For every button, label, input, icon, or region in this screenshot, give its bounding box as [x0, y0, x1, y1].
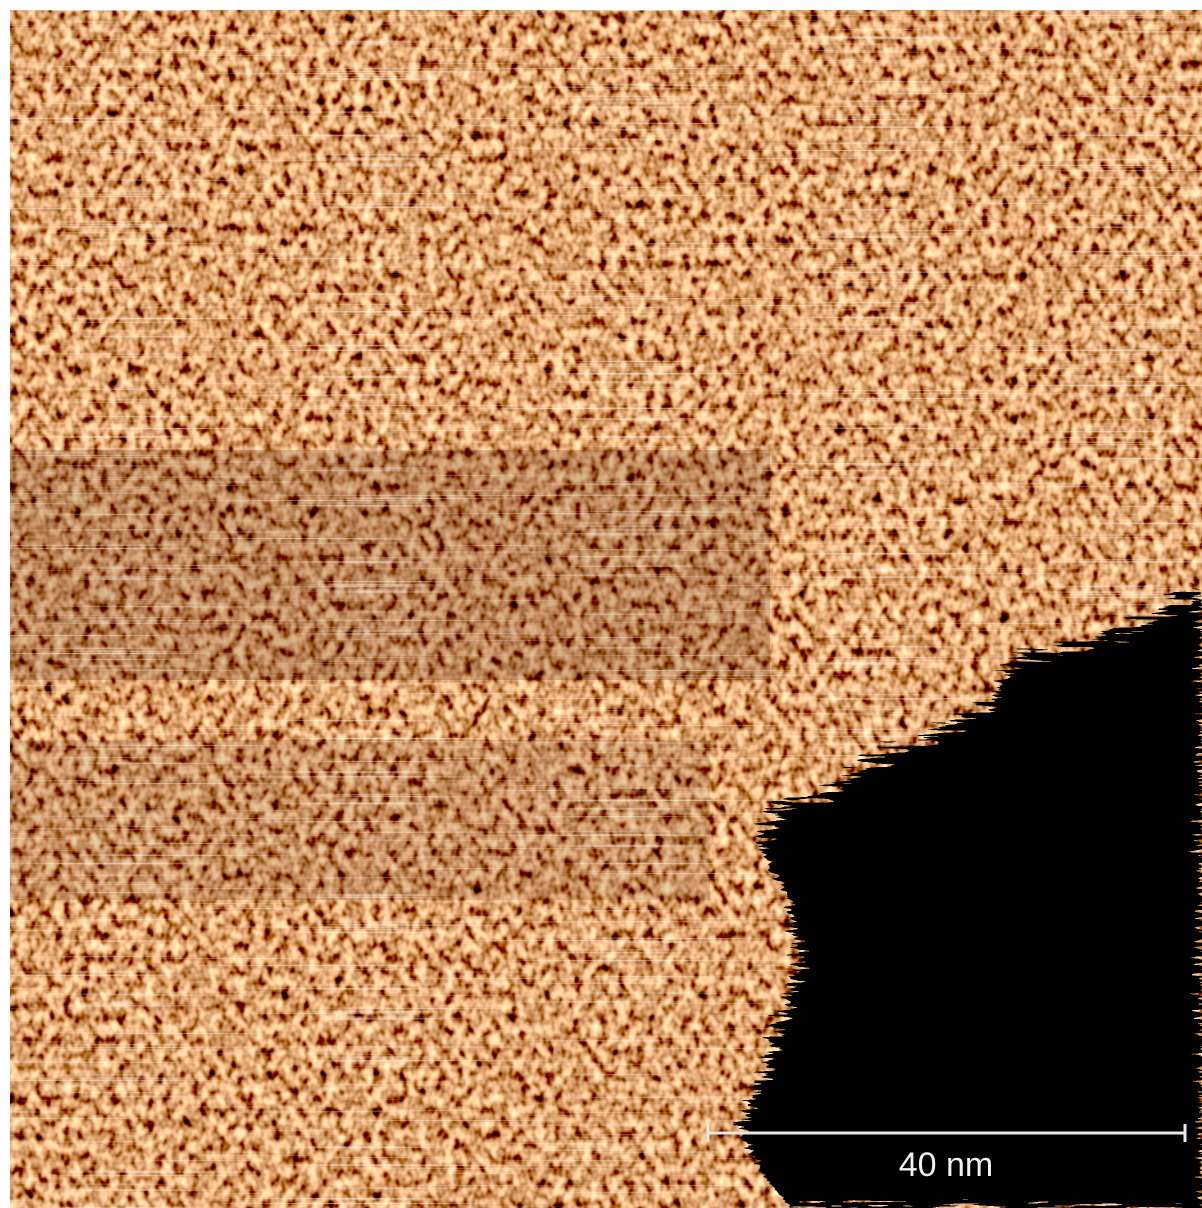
image-area [10, 10, 1202, 1208]
dark-region [740, 590, 1202, 1208]
scale-bar-label: 40 nm [899, 1146, 994, 1184]
scale-bar: 40 nm [706, 1124, 1187, 1184]
